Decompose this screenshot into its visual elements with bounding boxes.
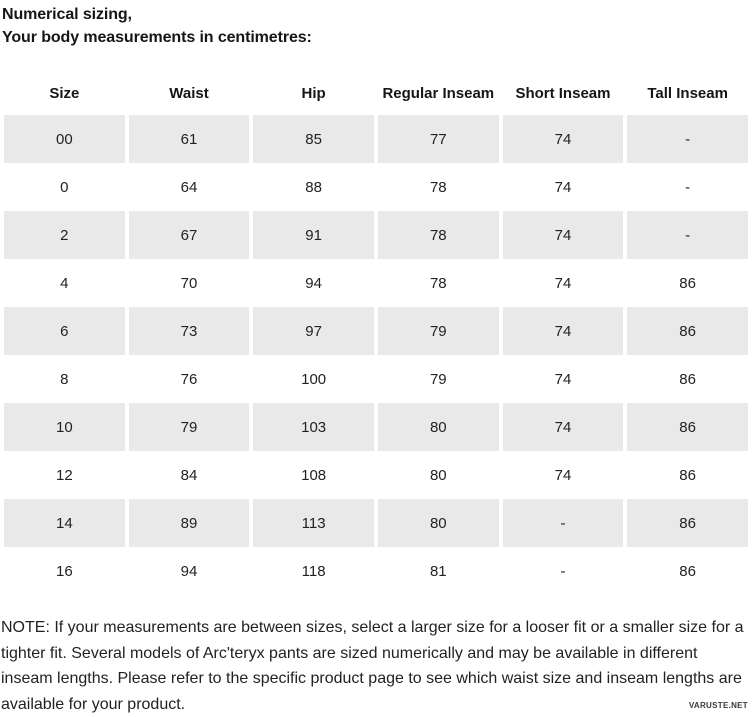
table-cell: 0 [4,163,125,211]
table-cell: 16 [4,547,125,595]
table-cell: 64 [128,163,250,211]
table-cell: 74 [502,211,624,259]
table-cell: 79 [128,403,250,451]
watermark: VARUSTE.NET [688,701,748,710]
table-cell: 86 [627,547,748,595]
table-cell: 86 [627,355,748,403]
table-cell: 100 [253,355,374,403]
column-header-waist: Waist [128,71,250,115]
table-cell: 94 [128,547,250,595]
table-cell: 74 [502,115,624,163]
table-cell: - [502,499,624,547]
table-row-size-16: 16 94 118 81-86 [4,547,748,595]
table-row-size-6: 6 73 97 79 74 86 [4,307,748,355]
table-cell: - [627,163,748,211]
note-text: NOTE: If your measurements are between s… [1,619,744,713]
table-row-size-2: 2 67 91 78 74- [4,211,748,259]
table-row-size-0: 0 64 88 78 74- [4,163,748,211]
table-cell: 12 [4,451,125,499]
table-cell: 78 [377,163,499,211]
table-cell: 86 [627,307,748,355]
table-cell: 77 [377,115,499,163]
column-header-size: Size [4,71,125,115]
table-cell: 79 [377,307,499,355]
table-row-size-12: 12 84 108 80 74 86 [4,451,748,499]
table-cell: 61 [128,115,250,163]
table-cell: 97 [253,307,374,355]
table-cell: 2 [4,211,125,259]
table-row-size-14: 14 89 113 80-86 [4,499,748,547]
table-cell: 79 [377,355,499,403]
table-row-size-10: 10 79 103 80 74 86 [4,403,748,451]
table-cell: 91 [253,211,374,259]
table-row-size-00: 00 61 85 77 74- [4,115,748,163]
table-cell: 80 [377,403,499,451]
table-cell: 74 [502,259,624,307]
table-cell: 78 [377,211,499,259]
size-table: Size Waist Hip Regular Inseam Short Inseam Ta… [0,71,752,595]
table-cell: 113 [253,499,374,547]
table-cell: 6 [4,307,125,355]
table-cell: 108 [253,451,374,499]
table-row-size-8: 8 76 100 79 74 86 [4,355,748,403]
table-cell: 81 [377,547,499,595]
page-title-line-2: Your body measurements in centimetres: [2,29,312,46]
table-cell: 89 [128,499,250,547]
table-cell: 74 [502,307,624,355]
table-cell: 84 [128,451,250,499]
table-cell: 76 [128,355,250,403]
column-header-short-inseam: Short Inseam [502,71,624,115]
table-cell: 80 [377,499,499,547]
table-cell: 74 [502,451,624,499]
size-table-header-row: Size Waist Hip Regular Inseam Short Inseam Ta… [4,71,748,115]
table-cell: 86 [627,403,748,451]
table-cell: 118 [253,547,374,595]
table-cell: 74 [502,403,624,451]
table-cell: 85 [253,115,374,163]
table-cell: 4 [4,259,125,307]
page-title-line-1: Numerical sizing, [2,6,132,23]
table-cell: - [627,115,748,163]
table-cell: 67 [128,211,250,259]
page-title: Numerical sizing, Your body measurements… [0,0,752,49]
column-header-tall-inseam: Tall Inseam [627,71,748,115]
table-cell: 86 [627,451,748,499]
table-cell: 8 [4,355,125,403]
table-cell: 14 [4,499,125,547]
column-header-regular-inseam: Regular Inseam [377,71,499,115]
table-cell: 73 [128,307,250,355]
table-cell: 10 [4,403,125,451]
table-cell: 94 [253,259,374,307]
table-cell: 86 [627,499,748,547]
table-row-size-4: 4 70 94 78 74 86 [4,259,748,307]
table-cell: 86 [627,259,748,307]
table-cell: 74 [502,163,624,211]
table-cell: 74 [502,355,624,403]
table-cell: - [502,547,624,595]
table-cell: 103 [253,403,374,451]
table-cell: 80 [377,451,499,499]
table-cell: 70 [128,259,250,307]
table-cell: - [627,211,748,259]
table-cell: 88 [253,163,374,211]
table-cell: 00 [4,115,125,163]
column-header-hip: Hip [253,71,374,115]
table-cell: 78 [377,259,499,307]
